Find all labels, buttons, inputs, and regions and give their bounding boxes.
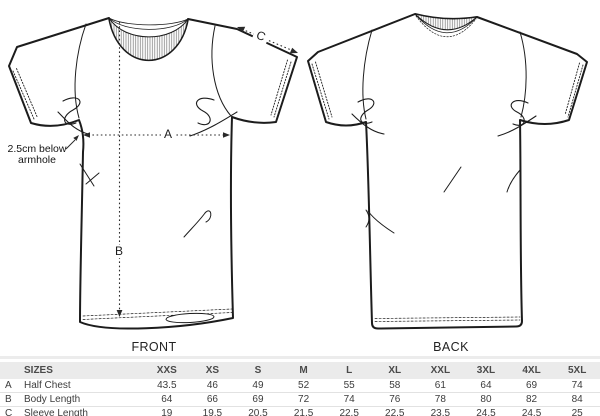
row-label: Sleeve Length: [22, 406, 144, 416]
back-collar-stitch: [415, 15, 477, 38]
back-collar-seam: [414, 13, 478, 34]
tshirt-line-art: [8, 13, 588, 330]
cell-value: 58: [371, 379, 418, 393]
front-collar-rib-band: [108, 17, 189, 61]
dimension-lines: [65, 22, 298, 317]
back-armpit-wrinkles-left: [351, 98, 385, 135]
front-collar-stitch: [108, 17, 189, 30]
cell-value: 64: [144, 392, 190, 407]
cell-value: 82: [508, 392, 555, 407]
cell-value: 55: [326, 379, 372, 393]
back-side-wrinkle-right: [443, 166, 521, 193]
dim-arrow-c-left: [237, 26, 246, 33]
header-col-xxs: XXS: [144, 362, 190, 379]
cell-value: 46: [189, 379, 236, 393]
cell-value: 24.5: [463, 406, 509, 416]
back-cuff-stitch-right: [564, 62, 584, 118]
header-sizes-label: SIZES: [22, 362, 144, 379]
header-key-cell: [0, 362, 22, 379]
front-body-outline: [8, 17, 298, 330]
front-side-wrinkle-left: [79, 163, 100, 187]
front-side-wrinkle-right: [183, 210, 212, 238]
cell-value: 49: [235, 379, 281, 393]
cell-value: 19.5: [189, 406, 236, 416]
cell-value: 24.5: [508, 406, 555, 416]
header-col-xs: XS: [189, 362, 236, 379]
dim-arrow-a-left: [83, 132, 90, 138]
note-arrow-line: [65, 139, 76, 150]
row-label: Half Chest: [22, 379, 144, 393]
header-col-l: L: [326, 362, 372, 379]
front-armpit-wrinkles-right: [189, 97, 238, 137]
cell-value: 20.5: [235, 406, 281, 416]
back-armpit-wrinkles-right: [497, 100, 537, 137]
size-table-header-row: SIZES XXS XS S M L XL XXL 3XL 4XL 5XL: [0, 362, 600, 379]
cell-value: 84: [554, 392, 600, 407]
armhole-note-line1: 2.5cm below: [7, 143, 67, 155]
dim-arrow-a-right: [223, 132, 230, 138]
cell-value: 23.5: [417, 406, 464, 416]
tshirt-diagram: 2.5cm below armhole A B C FRONT BACK: [2, 13, 588, 354]
front-cuff-stitch-right: [270, 59, 292, 118]
cell-value: 80: [463, 392, 509, 407]
header-col-4xl: 4XL: [508, 362, 555, 379]
armhole-note-line2: armhole: [18, 154, 56, 166]
dim-arrow-b-bottom: [116, 310, 123, 317]
header-col-xl: XL: [371, 362, 418, 379]
cell-value: 21.5: [280, 406, 327, 416]
header-col-3xl: 3XL: [463, 362, 509, 379]
row-key: B: [0, 392, 22, 407]
back-tshirt-drawing: [307, 13, 588, 330]
header-col-xxl: XXL: [417, 362, 464, 379]
cell-value: 25: [554, 406, 600, 416]
measure-b-label: B: [110, 245, 128, 258]
cell-value: 22.5: [371, 406, 418, 416]
dim-arrow-c-right: [289, 47, 298, 54]
row-key: A: [0, 379, 22, 393]
cell-value: 64: [463, 379, 509, 393]
cell-value: 22.5: [326, 406, 372, 416]
table-top-rule: [0, 356, 600, 359]
back-armhole-seam-right: [519, 31, 527, 118]
table-row-half-chest: A Half Chest 43.5 46 49 52 55 58 61 64 6…: [0, 379, 600, 393]
note-arrow-head: [73, 135, 79, 141]
front-back-neck-seam: [108, 17, 189, 26]
cell-value: 19: [144, 406, 190, 416]
row-key: C: [0, 406, 22, 416]
measure-a-label: A: [161, 128, 176, 141]
cell-value: 74: [326, 392, 372, 407]
cell-value: 76: [371, 392, 418, 407]
cell-value: 74: [554, 379, 600, 393]
back-view-label: BACK: [433, 340, 469, 354]
back-cuff-stitch-left: [311, 61, 333, 120]
back-side-wrinkle-left: [365, 209, 395, 234]
back-hem-stitch: [374, 316, 521, 322]
front-tshirt-drawing: [8, 17, 298, 330]
size-table: SIZES XXS XS S M L XL XXL 3XL 4XL 5XL A …: [0, 362, 600, 416]
table-row-sleeve-length: C Sleeve Length 19 19.5 20.5 21.5 22.5 2…: [0, 406, 600, 416]
header-col-m: M: [280, 362, 327, 379]
front-armhole-seam-right: [211, 25, 232, 117]
cell-value: 43.5: [144, 379, 190, 393]
cell-value: 69: [235, 392, 281, 407]
cell-value: 61: [417, 379, 464, 393]
armhole-note: 2.5cm below armhole: [2, 144, 72, 166]
front-cuff-stitch-left: [12, 68, 38, 120]
back-body-outline: [307, 13, 588, 330]
header-col-5xl: 5XL: [554, 362, 600, 379]
cell-value: 72: [280, 392, 327, 407]
cell-value: 66: [189, 392, 236, 407]
front-hem-fold: [165, 312, 215, 324]
cell-value: 69: [508, 379, 555, 393]
cell-value: 52: [280, 379, 327, 393]
front-view-label: FRONT: [131, 340, 177, 354]
front-armhole-seam-left: [74, 23, 87, 119]
header-col-s: S: [235, 362, 281, 379]
table-row-body-length: B Body Length 64 66 69 72 74 76 78 80 82…: [0, 392, 600, 407]
front-armpit-wrinkles-left: [57, 97, 89, 135]
back-armhole-seam-left: [362, 29, 373, 120]
row-label: Body Length: [22, 392, 144, 407]
cell-value: 78: [417, 392, 464, 407]
